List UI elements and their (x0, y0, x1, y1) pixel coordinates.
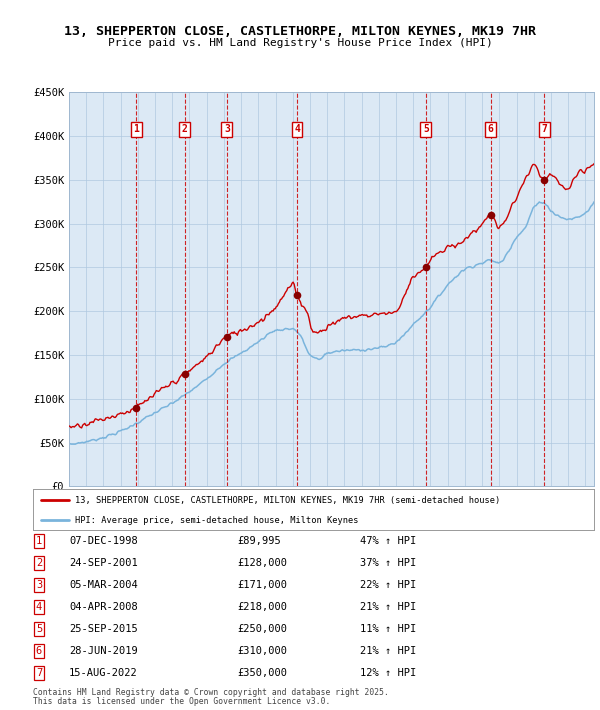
Text: £128,000: £128,000 (237, 558, 287, 568)
Text: 22% ↑ HPI: 22% ↑ HPI (360, 580, 416, 590)
Text: 2: 2 (36, 558, 42, 568)
Text: 1: 1 (134, 124, 139, 134)
Text: 47% ↑ HPI: 47% ↑ HPI (360, 536, 416, 546)
Text: 13, SHEPPERTON CLOSE, CASTLETHORPE, MILTON KEYNES, MK19 7HR (semi-detached house: 13, SHEPPERTON CLOSE, CASTLETHORPE, MILT… (75, 496, 500, 505)
Text: 3: 3 (224, 124, 230, 134)
Text: 28-JUN-2019: 28-JUN-2019 (69, 646, 138, 656)
Text: £350,000: £350,000 (237, 668, 287, 678)
Text: 13, SHEPPERTON CLOSE, CASTLETHORPE, MILTON KEYNES, MK19 7HR: 13, SHEPPERTON CLOSE, CASTLETHORPE, MILT… (64, 25, 536, 38)
Text: 07-DEC-1998: 07-DEC-1998 (69, 536, 138, 546)
Text: 15-AUG-2022: 15-AUG-2022 (69, 668, 138, 678)
Text: 3: 3 (36, 580, 42, 590)
Text: Contains HM Land Registry data © Crown copyright and database right 2025.: Contains HM Land Registry data © Crown c… (33, 688, 389, 697)
Text: 12% ↑ HPI: 12% ↑ HPI (360, 668, 416, 678)
Text: £89,995: £89,995 (237, 536, 281, 546)
Text: 37% ↑ HPI: 37% ↑ HPI (360, 558, 416, 568)
Text: 5: 5 (423, 124, 429, 134)
Text: This data is licensed under the Open Government Licence v3.0.: This data is licensed under the Open Gov… (33, 697, 331, 706)
Text: 7: 7 (36, 668, 42, 678)
Text: £250,000: £250,000 (237, 624, 287, 634)
Text: 25-SEP-2015: 25-SEP-2015 (69, 624, 138, 634)
Text: 24-SEP-2001: 24-SEP-2001 (69, 558, 138, 568)
Text: HPI: Average price, semi-detached house, Milton Keynes: HPI: Average price, semi-detached house,… (75, 515, 359, 525)
Text: 21% ↑ HPI: 21% ↑ HPI (360, 646, 416, 656)
Text: 4: 4 (36, 602, 42, 612)
Text: 11% ↑ HPI: 11% ↑ HPI (360, 624, 416, 634)
Text: 6: 6 (488, 124, 493, 134)
Text: £310,000: £310,000 (237, 646, 287, 656)
Text: 2: 2 (182, 124, 188, 134)
Text: 05-MAR-2004: 05-MAR-2004 (69, 580, 138, 590)
Text: 04-APR-2008: 04-APR-2008 (69, 602, 138, 612)
Text: 4: 4 (294, 124, 300, 134)
Text: 6: 6 (36, 646, 42, 656)
Text: 7: 7 (541, 124, 547, 134)
Text: 5: 5 (36, 624, 42, 634)
Text: 1: 1 (36, 536, 42, 546)
Text: 21% ↑ HPI: 21% ↑ HPI (360, 602, 416, 612)
Text: Price paid vs. HM Land Registry's House Price Index (HPI): Price paid vs. HM Land Registry's House … (107, 38, 493, 48)
Text: £171,000: £171,000 (237, 580, 287, 590)
Text: £218,000: £218,000 (237, 602, 287, 612)
